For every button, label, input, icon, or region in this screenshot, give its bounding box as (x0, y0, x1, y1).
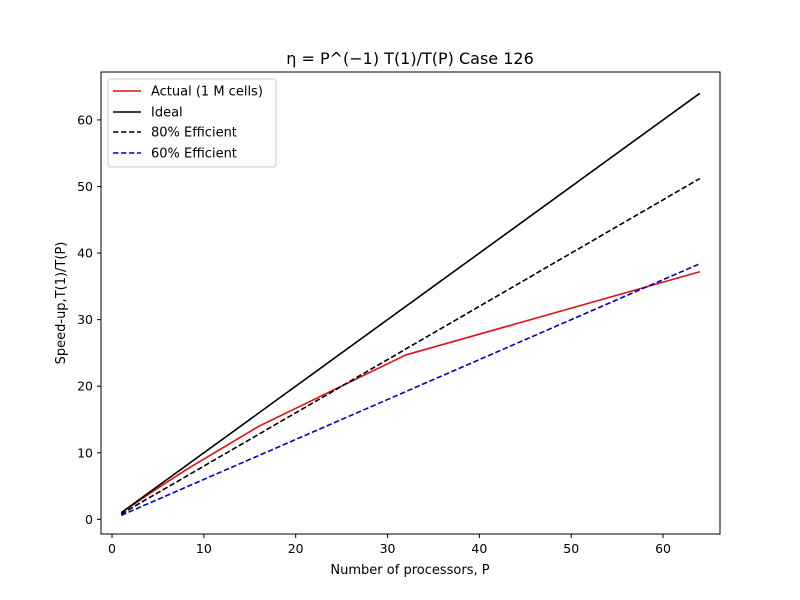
legend-box (107, 78, 277, 168)
y-tick-label: 40 (77, 246, 93, 261)
legend-label-actual: Actual (1 M cells) (151, 85, 263, 100)
series-line-80-efficient (120, 177, 701, 515)
x-tick-label: 30 (380, 541, 396, 556)
y-tick-label: 10 (77, 445, 93, 460)
y-tick-label: 0 (85, 512, 93, 527)
x-axis-ticks: 0 10 20 30 40 50 60 (108, 534, 671, 556)
legend-label-80: 80% Efficient (151, 126, 237, 141)
y-axis-label: Speed-up,T(1)/T(P) (54, 242, 69, 365)
x-tick-label: 50 (563, 541, 579, 556)
plot-frame (100, 71, 721, 535)
x-axis-label: Number of processors, P (330, 563, 489, 578)
plot-lines (120, 92, 701, 517)
x-tick-label: 60 (655, 541, 671, 556)
x-tick-label: 20 (288, 541, 304, 556)
x-tick-label: 0 (108, 541, 116, 556)
y-tick-label: 60 (77, 112, 93, 127)
legend: Actual (1 M cells) Ideal 80% Efficient 6… (107, 78, 277, 168)
x-tick-label: 40 (471, 541, 487, 556)
series-line-60-efficient (120, 262, 701, 517)
y-tick-label: 50 (77, 179, 93, 194)
y-axis-ticks: 0 10 20 30 40 50 60 (77, 112, 101, 527)
legend-label-60: 60% Efficient (151, 147, 237, 162)
legend-label-ideal: Ideal (151, 106, 183, 121)
series-line-ideal (120, 92, 701, 514)
x-tick-label: 10 (196, 541, 212, 556)
y-tick-label: 20 (77, 379, 93, 394)
chart-title: η = P^(−1) T(1)/T(P) Case 126 (286, 49, 534, 68)
y-tick-label: 30 (77, 312, 93, 327)
